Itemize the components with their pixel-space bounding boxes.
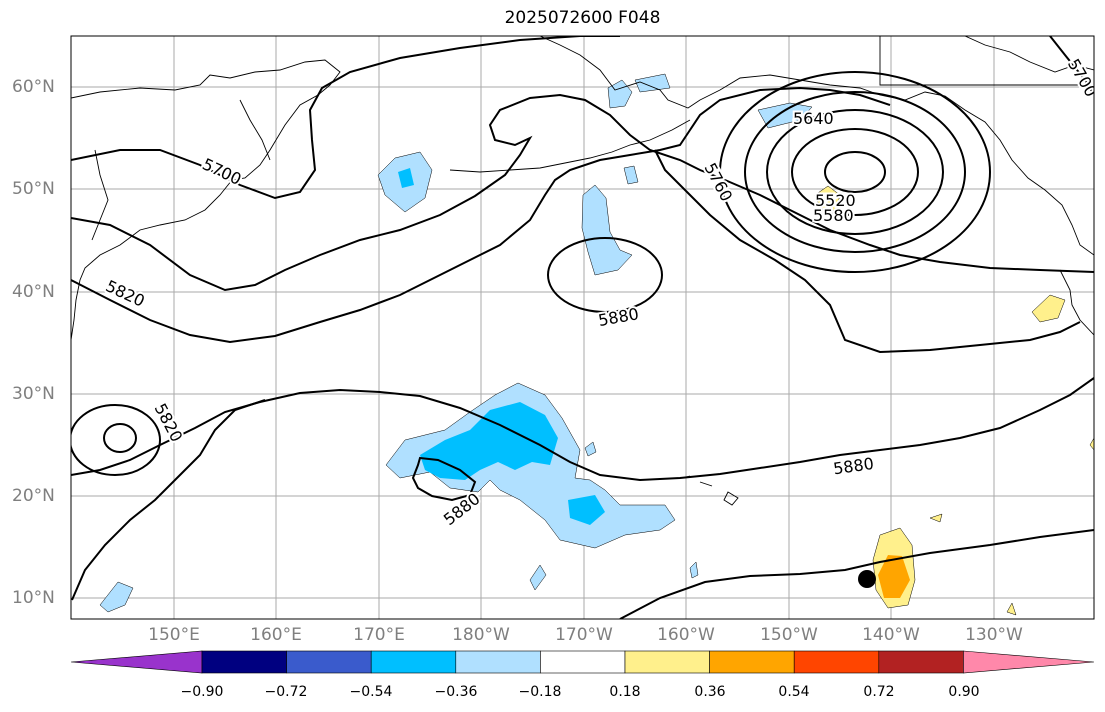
colorbar-segment xyxy=(286,650,372,674)
shading-negative xyxy=(99,73,813,613)
typhoon-marker xyxy=(858,570,876,588)
colorbar-extend-max xyxy=(963,650,1095,674)
lon-label: 160°W xyxy=(657,625,715,645)
colorbar-tick-label: 0.90 xyxy=(948,684,980,700)
colorbar-segment xyxy=(878,650,964,674)
contour-label: 5880 xyxy=(597,304,640,330)
lon-label: 170°W xyxy=(555,625,613,645)
colorbar-segment xyxy=(540,650,626,674)
shading-positive xyxy=(814,185,1094,616)
colorbar-tick-label: −0.36 xyxy=(434,684,478,700)
colorbar-tick-label: −0.18 xyxy=(518,684,562,700)
lat-label: 40°N xyxy=(12,282,55,302)
contour-label: 5640 xyxy=(793,109,834,128)
colorbar-extend-min xyxy=(70,650,203,674)
lon-label: 130°W xyxy=(965,625,1023,645)
contour-label: 5700 xyxy=(199,154,244,188)
contour-label: 5820 xyxy=(151,400,187,445)
lat-label: 50°N xyxy=(12,179,55,199)
contour-label: 5880 xyxy=(832,454,875,478)
lon-label: 170°E xyxy=(353,625,405,645)
lon-label: 160°E xyxy=(250,625,302,645)
lat-label: 10°N xyxy=(12,588,55,608)
colorbar-tick-label: −0.54 xyxy=(349,684,393,700)
contour-label: 5880 xyxy=(440,489,484,529)
colorbar-segment xyxy=(370,650,457,674)
plot-frame xyxy=(70,35,1095,620)
contour-label: 5580 xyxy=(813,206,854,225)
lon-label: 140°W xyxy=(862,625,920,645)
colorbar-tick-label: −0.72 xyxy=(264,684,308,700)
contour-label: 5820 xyxy=(103,276,148,310)
colorbar-segment xyxy=(455,650,541,674)
colorbar-segment xyxy=(624,650,710,674)
contour-label: 5520 xyxy=(815,191,856,210)
lat-label: 20°N xyxy=(12,486,55,506)
colorbar-tick-label: 0.72 xyxy=(863,684,895,700)
colorbar-tick-label: 0.18 xyxy=(609,684,641,700)
colorbar xyxy=(70,650,1095,674)
colorbar-segment xyxy=(201,650,287,674)
contours xyxy=(71,36,1094,619)
lat-label: 60°N xyxy=(12,77,55,97)
colorbar-tick-label: 0.54 xyxy=(778,684,810,700)
lon-label: 150°W xyxy=(760,625,818,645)
colorbar-tick-label: −0.90 xyxy=(180,684,224,700)
contour-label: 5700 xyxy=(1064,55,1101,100)
lon-label: 180°W xyxy=(452,625,510,645)
colorbar-segment xyxy=(793,650,880,674)
lat-label: 30°N xyxy=(12,384,55,404)
lon-label: 150°E xyxy=(148,625,200,645)
coastlines xyxy=(71,36,1094,506)
map-title: 2025072600 F048 xyxy=(504,8,661,28)
colorbar-segment xyxy=(709,650,795,674)
colorbar-tick-label: 0.36 xyxy=(694,684,726,700)
